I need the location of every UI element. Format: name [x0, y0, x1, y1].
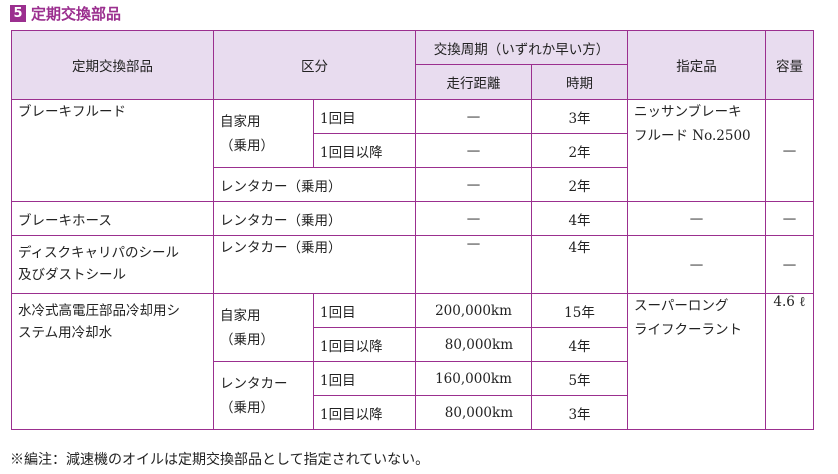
header-period: 時期: [531, 64, 628, 100]
header-part: 定期交換部品: [11, 30, 214, 100]
period-cell: 4年: [531, 235, 628, 294]
distance-cell: 80,000km: [415, 395, 532, 430]
table-row: 1回目以降 — 2年: [12, 133, 814, 168]
category-label: 自家用: [220, 114, 261, 130]
distance-cell: 80,000km: [415, 327, 532, 362]
subcategory-cell: 1回目: [313, 99, 416, 134]
header-category: 区分: [213, 30, 416, 100]
period-cell: 15年: [531, 293, 628, 328]
distance-cell: —: [415, 133, 532, 168]
period-cell: 4年: [531, 327, 628, 362]
distance-cell: —: [415, 235, 532, 294]
part-name-cell: ディスクキャリパのシール 及びダストシール: [11, 235, 214, 294]
table-row: ブレーキフルード 自家用 （乗用） 1回目 — 3年 ニッサンブレーキ フルード…: [11, 99, 814, 202]
category-label: レンタカー: [220, 376, 288, 392]
subcategory-cell: 1回目: [313, 293, 416, 328]
capacity-cell: —: [765, 99, 814, 202]
designated-line: ライフクーラント: [634, 322, 742, 338]
table-row: レンタカー（乗用） — 2年: [12, 167, 814, 202]
header-distance: 走行距離: [415, 64, 532, 100]
period-cell: 3年: [531, 395, 628, 430]
distance-cell: —: [415, 167, 532, 202]
designated-line: スーパーロング: [634, 298, 729, 314]
period-cell: 4年: [531, 201, 628, 236]
footnote: ※編注：減速機のオイルは定期交換部品として指定されていない。: [10, 452, 430, 468]
category-cell: レンタカー（乗用）: [213, 201, 416, 236]
section-number-badge: 5: [10, 4, 26, 22]
category-sub-label: （乗用）: [220, 400, 274, 416]
part-name-cell: 水冷式高電圧部品冷却用シ ステム用冷却水: [11, 293, 214, 430]
category-sub-label: （乗用）: [220, 332, 274, 348]
category-cell: レンタカー （乗用）: [213, 361, 314, 430]
category-label: 自家用: [220, 308, 261, 324]
period-cell: 5年: [531, 361, 628, 396]
category-cell: レンタカー（乗用）: [213, 235, 416, 294]
distance-cell: —: [415, 201, 532, 236]
designated-line: ニッサンブレーキ: [634, 104, 742, 120]
part-name-line: ステム用冷却水: [18, 325, 113, 341]
table-row: 1回目以降 80,000km 4年: [12, 327, 814, 362]
designated-cell: ニッサンブレーキ フルード No.2500: [627, 99, 766, 202]
capacity-cell: —: [765, 235, 814, 294]
category-sub-label: （乗用）: [220, 138, 274, 154]
capacity-cell: 4.6 ℓ: [765, 293, 814, 430]
category-cell: レンタカー（乗用）: [213, 167, 416, 202]
category-cell: 自家用 （乗用）: [213, 99, 314, 168]
period-cell: 2年: [531, 133, 628, 168]
table-row: 水冷式高電圧部品冷却用シ ステム用冷却水 自家用 （乗用） 1回目 200,00…: [11, 293, 814, 430]
subcategory-cell: 1回目以降: [313, 395, 416, 430]
replacement-parts-table: 定期交換部品 区分 交換周期（いずれか早い方） 指定品 容量 走行距離 時期 ブ…: [11, 30, 814, 430]
designated-cell: スーパーロング ライフクーラント: [627, 293, 766, 430]
part-name-line: 及びダストシール: [18, 267, 126, 283]
designated-cell: —: [627, 235, 766, 294]
section-title-text: 定期交換部品: [31, 4, 122, 23]
section-title: 5 定期交換部品: [10, 3, 121, 23]
capacity-cell: —: [765, 201, 814, 236]
header-cycle: 交換周期（いずれか早い方）: [415, 30, 628, 65]
subcategory-cell: 1回目以降: [313, 327, 416, 362]
table-row: ディスクキャリパのシール 及びダストシール レンタカー（乗用） — 4年 — —: [11, 235, 814, 294]
period-cell: 3年: [531, 99, 628, 134]
part-name-cell: ブレーキホース: [11, 201, 214, 236]
part-name-line: ディスクキャリパのシール: [18, 245, 180, 261]
period-cell: 2年: [531, 167, 628, 202]
table-row: ブレーキホース レンタカー（乗用） — 4年 — —: [11, 201, 814, 236]
table-row: 1回目以降 80,000km 3年: [12, 395, 814, 430]
part-name-cell: ブレーキフルード: [11, 99, 214, 202]
header-capacity: 容量: [765, 30, 814, 100]
subcategory-cell: 1回目: [313, 361, 416, 396]
category-cell: 自家用 （乗用）: [213, 293, 314, 362]
designated-line: フルード No.2500: [634, 128, 751, 144]
part-name-line: 水冷式高電圧部品冷却用シ: [18, 303, 180, 319]
distance-cell: —: [415, 99, 532, 134]
subcategory-cell: 1回目以降: [313, 133, 416, 168]
designated-cell: —: [627, 201, 766, 236]
header-designated: 指定品: [627, 30, 766, 100]
distance-cell: 160,000km: [415, 361, 532, 396]
distance-cell: 200,000km: [415, 293, 532, 328]
